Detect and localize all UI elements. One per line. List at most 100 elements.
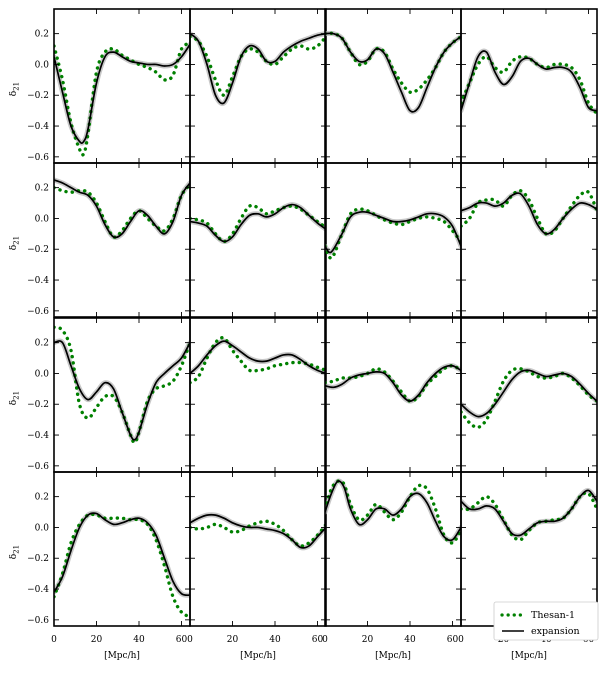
y-axis-labels: 0.2 0.0 −0.2 −0.4 −0.6 δ21 0.2 0.0 −0.2 −0.4 −0.6 δ…: [9, 30, 49, 626]
y-tick-label: 0.0: [35, 369, 50, 379]
x-tick-label: 0: [322, 635, 328, 645]
panel-frame: [460, 317, 598, 473]
panel-plot-area: [190, 202, 326, 245]
x-tick-label: 60: [176, 635, 188, 645]
y-tick-label: −0.4: [27, 431, 49, 441]
panel-frame: [324, 317, 462, 473]
y-tick-label: −0.6: [27, 307, 49, 317]
series-expansion: [325, 480, 461, 542]
panel-frame: [53, 8, 191, 164]
panel-r0-c2: [324, 8, 462, 164]
expansion-uncertainty-band: [54, 338, 190, 443]
panel-plot-area: [54, 325, 190, 445]
series-expansion: [54, 43, 190, 145]
panel-r3-c0: [53, 471, 191, 627]
series-expansion: [461, 192, 597, 235]
panel-plot-area: [190, 336, 326, 385]
y-tick-label: 0.2: [35, 30, 49, 40]
panel-r0-c0: [53, 8, 191, 164]
panel-ticks: [53, 472, 190, 626]
panel-r3-c2: [324, 471, 462, 627]
x-tick-label: 20: [227, 635, 239, 645]
series-thesan-1: [54, 512, 190, 619]
panel-grid: [53, 8, 598, 627]
panel-ticks: [324, 163, 461, 317]
panel-r1-c3: [460, 162, 598, 318]
panel-frame: [324, 8, 462, 164]
panel-plot-area: [54, 177, 190, 240]
panel-plot-area: [461, 188, 597, 237]
series-expansion: [190, 340, 326, 375]
series-thesan-1: [325, 479, 461, 545]
series-thesan-1: [54, 325, 190, 445]
y-tick-label: 0.0: [35, 214, 50, 224]
panel-plot-area: [325, 207, 461, 260]
panel-ticks: [460, 163, 597, 317]
x-axis-label: [Mpc/h]: [375, 651, 411, 661]
y-tick-label: −0.2: [27, 400, 49, 410]
panel-ticks: [53, 318, 190, 472]
panel-ticks: [53, 9, 190, 163]
series-thesan-1: [461, 491, 597, 542]
panel-frame: [189, 162, 327, 318]
panel-ticks: [324, 318, 461, 472]
series-expansion: [190, 203, 326, 243]
y-tick-label: −0.2: [27, 554, 49, 564]
panel-plot-area: [190, 31, 326, 107]
panel-plot-area: [461, 48, 597, 116]
y-tick-label: 0.2: [35, 493, 49, 503]
x-tick-label: 40: [133, 635, 145, 645]
x-tick-label: 40: [404, 635, 416, 645]
legend-label-thesan: Thesan-1: [531, 610, 575, 621]
panel-r1-c1: [189, 162, 327, 318]
series-expansion: [54, 340, 190, 441]
series-expansion: [461, 369, 597, 418]
panel-plot-area: [325, 363, 461, 404]
series-thesan-1: [461, 188, 597, 237]
y-tick-label: −0.6: [27, 153, 49, 163]
panel-frame: [460, 162, 598, 318]
series-thesan-1: [190, 203, 326, 244]
series-expansion: [325, 32, 461, 113]
panel-frame: [189, 471, 327, 627]
panel-frame: [324, 162, 462, 318]
panel-r0-c3: [460, 8, 598, 164]
x-tick-label: 0: [187, 635, 193, 645]
panel-ticks: [189, 318, 326, 472]
panel-plot-area: [325, 30, 461, 115]
panel-plot-area: [325, 478, 461, 545]
y-tick-label: −0.2: [27, 91, 49, 101]
x-tick-label: 0: [458, 635, 464, 645]
y-tick-label: −0.6: [27, 462, 49, 472]
panel-r0-c1: [189, 8, 327, 164]
panel-frame: [53, 471, 191, 627]
x-tick-label: 20: [91, 635, 103, 645]
y-tick-label: 0.0: [35, 523, 50, 533]
panel-frame: [53, 162, 191, 318]
y-axis-label: δ21: [9, 391, 21, 405]
series-expansion: [190, 32, 326, 105]
y-axis-label: δ21: [9, 545, 21, 559]
y-tick-label: −0.4: [27, 585, 49, 595]
series-expansion: [325, 364, 461, 403]
series-thesan-1: [54, 41, 190, 157]
expansion-uncertainty-band: [461, 367, 597, 420]
expansion-uncertainty-band: [190, 338, 326, 376]
x-tick-label: 20: [362, 635, 374, 645]
x-tick-label: 40: [269, 635, 281, 645]
panel-plot-area: [190, 512, 326, 551]
x-axis-label: [Mpc/h]: [240, 651, 276, 661]
series-expansion: [325, 210, 461, 254]
series-thesan-1: [461, 54, 597, 116]
panel-ticks: [53, 163, 190, 317]
series-expansion: [461, 50, 597, 112]
x-tick-label: 60: [312, 635, 324, 645]
panel-ticks: [460, 318, 597, 472]
expansion-uncertainty-band: [54, 41, 190, 146]
y-tick-label: −0.4: [27, 276, 49, 286]
panel-plot-area: [461, 366, 597, 430]
y-axis-label: δ21: [9, 82, 21, 96]
y-axis-label: δ21: [9, 236, 21, 250]
expansion-uncertainty-band: [190, 31, 326, 107]
